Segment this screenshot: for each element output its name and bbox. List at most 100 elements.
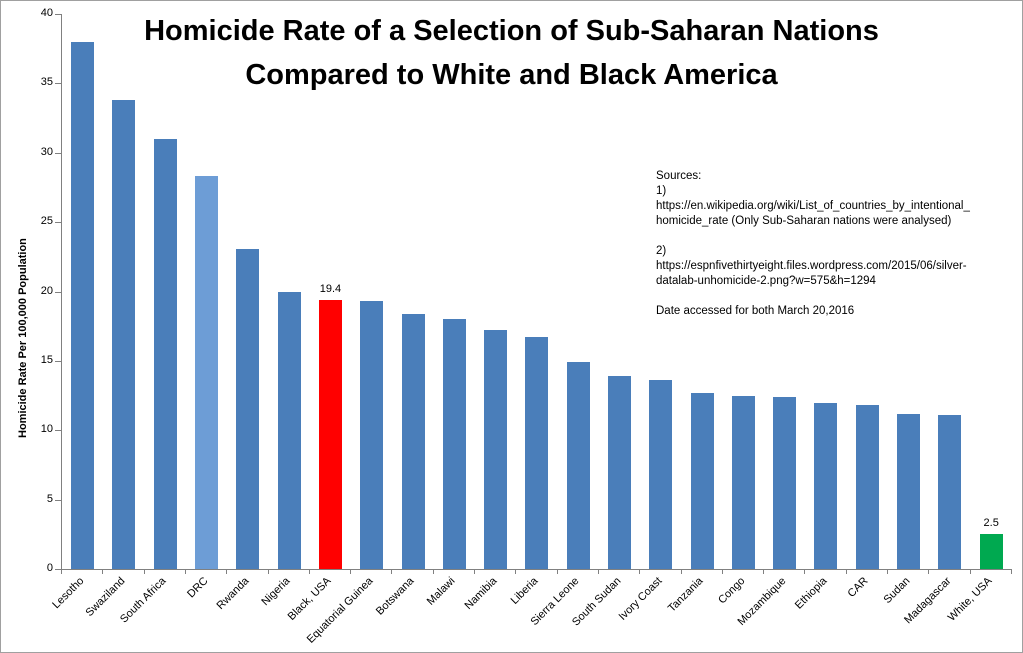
x-tick-mark	[350, 569, 352, 574]
x-tick-mark	[61, 569, 62, 574]
y-tick-label: 0	[46, 562, 53, 574]
bar-sierra-leone	[566, 362, 590, 569]
chart-title-line-2: Compared to White and Black America	[245, 59, 778, 91]
bar-black-usa: 19.4	[318, 283, 342, 569]
x-tick-mark	[597, 569, 599, 574]
bar-slot	[723, 14, 764, 569]
x-tick-mark	[804, 569, 806, 574]
x-tick-label: Lesotho	[49, 575, 87, 612]
x-tick-mark	[391, 569, 393, 574]
bar-lesotho	[71, 41, 95, 569]
y-tick-label: 20	[40, 284, 53, 297]
bar-swaziland	[112, 100, 136, 569]
x-tick-mark	[267, 569, 269, 574]
bar-slot	[268, 14, 309, 569]
bar-madagascar	[938, 415, 962, 569]
sources-line: 1)	[656, 185, 667, 197]
x-tick-mark	[515, 569, 517, 574]
sources-line: 2)	[656, 245, 667, 257]
plot-area: 19.4 2.5	[61, 14, 1012, 570]
bar-slot	[62, 14, 103, 569]
y-tick-mark	[55, 83, 61, 85]
bar-mozambique	[773, 396, 797, 569]
y-tick-mark	[55, 499, 61, 501]
bar-slot	[227, 14, 268, 569]
bar-slot	[640, 14, 681, 569]
sources-line: https://en.wikipedia.org/wiki/List_of_co…	[656, 200, 970, 212]
sources-line: Sources:	[656, 170, 702, 182]
bar-rwanda	[236, 248, 260, 569]
bar-slot	[103, 14, 144, 569]
x-tick-mark	[763, 569, 765, 574]
bar-tanzania	[690, 392, 714, 569]
bar-slot	[475, 14, 516, 569]
bar-slot	[392, 14, 433, 569]
x-tick-mark	[928, 569, 930, 574]
bar-data-label: 2.5	[983, 517, 999, 530]
bar-slot	[186, 14, 227, 569]
bar-ethiopia	[814, 402, 838, 569]
bar-malawi	[442, 319, 466, 569]
bars-container: 19.4 2.5	[62, 14, 1012, 569]
sources-line: homicide_rate (Only Sub-Saharan nations …	[656, 215, 952, 227]
x-tick-mark	[474, 569, 476, 574]
bar-slot	[847, 14, 888, 569]
x-tick-mark	[1011, 569, 1012, 574]
x-tick-mark	[721, 569, 723, 574]
bar-slot	[145, 14, 186, 569]
x-tick-mark	[184, 569, 186, 574]
bar-south-sudan	[608, 376, 631, 569]
bar-sudan	[897, 413, 921, 569]
x-tick-mark	[308, 569, 310, 574]
x-tick-mark	[969, 569, 971, 574]
x-tick-mark	[432, 569, 434, 574]
y-tick-label: 15	[40, 353, 53, 366]
bar-drc	[195, 176, 219, 569]
bar-slot: 19.4	[310, 14, 351, 569]
bar-slot	[888, 14, 929, 569]
chart-title-line-1: Homicide Rate of a Selection of Sub-Saha…	[144, 15, 879, 47]
x-tick-mark	[102, 569, 104, 574]
x-tick-mark	[226, 569, 228, 574]
y-axis-title: Homicide Rate Per 100,000 Population	[17, 238, 29, 438]
bar-slot	[929, 14, 970, 569]
bar-slot	[434, 14, 475, 569]
sources-note: Sources: 1) https://en.wikipedia.org/wiki/…	[656, 169, 1001, 319]
x-tick-mark	[887, 569, 889, 574]
y-tick-label: 40	[40, 7, 53, 19]
bar-slot	[351, 14, 392, 569]
bar-south-africa	[153, 138, 177, 569]
x-tick-mark	[639, 569, 641, 574]
y-tick-mark	[55, 569, 61, 570]
bar-slot	[558, 14, 599, 569]
y-tick-label: 30	[40, 145, 53, 158]
bar-nigeria	[277, 291, 301, 569]
bar-equatorial-guinea	[360, 301, 384, 569]
y-tick-mark	[55, 430, 61, 432]
x-tick-mark	[556, 569, 558, 574]
x-tick-mark	[845, 569, 847, 574]
bar-data-label: 19.4	[319, 282, 342, 295]
bar-slot	[681, 14, 722, 569]
y-tick-mark	[55, 222, 61, 224]
sources-line: datalab-unhomicide-2.png?w=575&h=1294	[656, 275, 876, 287]
sources-line: Date accessed for both March 20,2016	[656, 305, 855, 317]
x-tick-mark	[143, 569, 145, 574]
y-tick-label: 25	[40, 215, 53, 228]
bar-slot	[599, 14, 640, 569]
x-tick-mark	[680, 569, 682, 574]
y-tick-mark	[55, 152, 61, 154]
y-tick-label: 35	[40, 76, 53, 89]
sources-line	[656, 229, 1001, 244]
y-tick-mark	[55, 291, 61, 293]
bar-slot	[764, 14, 805, 569]
bar-slot	[805, 14, 846, 569]
bar-white-usa: 2.5	[979, 517, 1003, 569]
bar-slot: 2.5	[971, 14, 1012, 569]
bar-liberia	[525, 337, 549, 569]
bar-ivory-coast	[649, 380, 673, 569]
bar-botswana	[401, 313, 425, 569]
sources-line: https://espnfivethirtyeight.files.wordpr…	[656, 260, 967, 272]
y-tick-mark	[55, 14, 61, 15]
sources-line	[656, 289, 1001, 304]
